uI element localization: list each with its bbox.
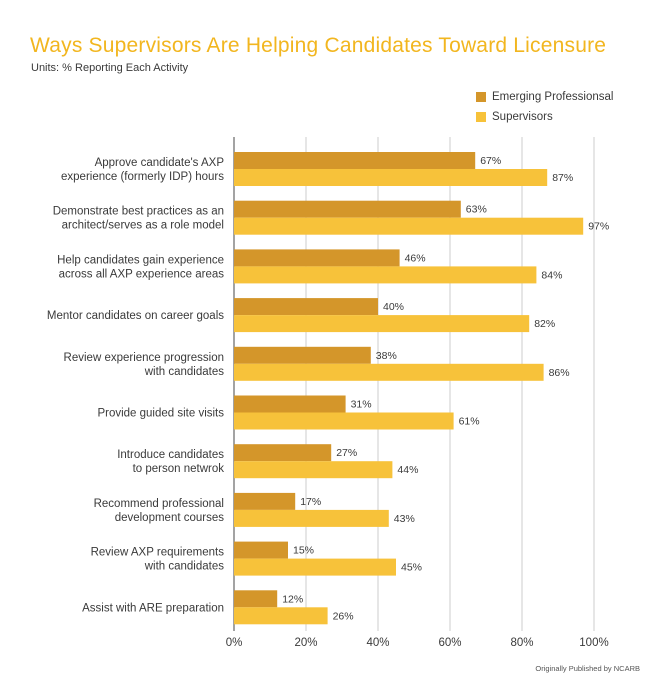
category-label: Help candidates gain experience xyxy=(57,254,224,266)
value-label-emerging: 12% xyxy=(282,593,303,605)
value-label-supervisors: 61% xyxy=(459,416,480,428)
x-tick-label: 100% xyxy=(579,637,608,649)
value-label-supervisors: 97% xyxy=(588,221,609,233)
bar-supervisors xyxy=(234,509,389,527)
value-label-supervisors: 87% xyxy=(552,172,573,184)
bar-supervisors xyxy=(234,169,548,186)
bar-emerging xyxy=(234,395,346,413)
x-tick-label: 40% xyxy=(366,637,389,649)
category-label: Demonstrate best practices as an xyxy=(53,206,224,218)
value-label-emerging: 31% xyxy=(351,399,372,411)
value-label-emerging: 17% xyxy=(300,496,321,508)
bar-supervisors xyxy=(234,266,537,284)
category-label: Provide guided site visits xyxy=(97,408,224,420)
legend-swatch-supervisors xyxy=(476,112,486,122)
category-label: Review AXP requirements xyxy=(91,547,225,559)
category-label: to person netwrok xyxy=(133,463,225,475)
bar-supervisors xyxy=(234,315,530,333)
bar-emerging xyxy=(234,152,476,169)
value-label-emerging: 27% xyxy=(336,447,357,459)
bar-emerging xyxy=(234,444,332,462)
category-label: Assist with ARE preparation xyxy=(82,602,224,614)
bar-emerging xyxy=(234,346,371,364)
x-tick-label: 0% xyxy=(226,637,243,649)
bar-supervisors xyxy=(234,558,396,576)
category-label: Introduce candidates xyxy=(117,449,224,461)
value-label-supervisors: 86% xyxy=(549,367,570,379)
bar-supervisors xyxy=(234,461,393,479)
legend: Emerging Professionsal Supervisors xyxy=(476,88,613,128)
value-label-supervisors: 45% xyxy=(401,562,422,574)
legend-item-supervisors: Supervisors xyxy=(476,108,613,126)
bar-supervisors xyxy=(234,607,328,625)
value-label-emerging: 40% xyxy=(383,301,404,313)
bar-supervisors xyxy=(234,217,584,235)
category-label: with candidates xyxy=(144,561,225,573)
value-label-emerging: 46% xyxy=(405,252,426,264)
bar-emerging xyxy=(234,492,296,510)
bar-emerging xyxy=(234,590,278,608)
x-tick-label: 60% xyxy=(438,637,461,649)
legend-label-emerging: Emerging Professionsal xyxy=(492,91,614,103)
value-label-emerging: 63% xyxy=(466,204,487,216)
legend-item-emerging: Emerging Professionsal xyxy=(476,88,613,106)
bar-emerging xyxy=(234,541,288,559)
value-label-emerging: 38% xyxy=(376,350,397,362)
legend-label-supervisors: Supervisors xyxy=(492,111,553,123)
bar-emerging xyxy=(234,249,400,267)
bar-supervisors xyxy=(234,363,544,381)
category-label: architect/serves as a role model xyxy=(62,220,224,232)
category-label: with candidates xyxy=(144,366,225,378)
value-label-supervisors: 44% xyxy=(397,464,418,476)
category-label: across all AXP experience areas xyxy=(59,268,225,280)
category-label: Review experience progression xyxy=(64,352,224,364)
value-label-supervisors: 84% xyxy=(541,269,562,281)
bar-emerging xyxy=(234,298,378,316)
category-label: development courses xyxy=(115,512,225,524)
category-label: experience (formerly IDP) hours xyxy=(61,171,224,183)
value-label-supervisors: 82% xyxy=(534,318,555,330)
category-label: Mentor candidates on career goals xyxy=(47,310,224,322)
source-footnote: Originally Published by NCARB xyxy=(535,664,640,673)
chart-title: Ways Supervisors Are Helping Candidates … xyxy=(30,34,607,57)
legend-swatch-emerging xyxy=(476,92,486,102)
chart-subtitle: Units: % Reporting Each Activity xyxy=(31,62,189,74)
category-label: Approve candidate's AXP xyxy=(95,157,225,169)
value-label-emerging: 67% xyxy=(480,155,501,167)
value-label-emerging: 15% xyxy=(293,545,314,557)
value-label-supervisors: 26% xyxy=(333,610,354,622)
value-label-supervisors: 43% xyxy=(394,513,415,525)
x-tick-label: 80% xyxy=(510,637,533,649)
bar-supervisors xyxy=(234,412,454,430)
x-tick-label: 20% xyxy=(294,637,317,649)
category-label: Recommend professional xyxy=(94,498,224,510)
bar-emerging xyxy=(234,200,461,218)
